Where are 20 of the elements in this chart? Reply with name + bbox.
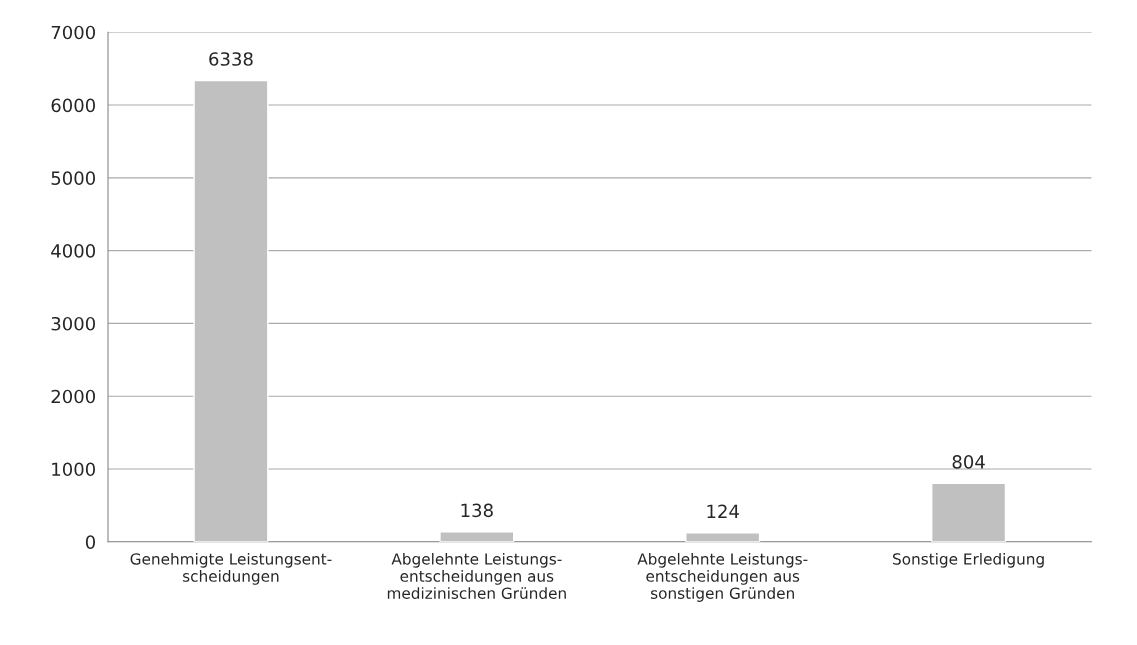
bar <box>685 532 761 542</box>
y-tick-label: 0 <box>85 535 96 549</box>
y-tick-label: 3000 <box>51 316 96 331</box>
y-tick-label: 6000 <box>51 98 96 113</box>
bar <box>439 531 515 542</box>
data-label: 6338 <box>209 52 253 66</box>
x-tick-label: Abgelehnte Leistungs- entscheidungen aus sonstigen Gründen <box>637 552 808 602</box>
y-tick-label: 7000 <box>51 25 96 40</box>
y-tick-label: 1000 <box>52 462 96 477</box>
y-tick-label: 2000 <box>51 389 96 404</box>
x-tick-label: Genehmigte Leistungsent- scheidungen <box>130 552 332 585</box>
y-tick-label: 4000 <box>51 244 96 258</box>
data-label: 138 <box>461 503 493 518</box>
y-tick-label: 5000 <box>51 171 96 185</box>
bar <box>931 482 1007 542</box>
bar <box>193 79 269 542</box>
data-label: 804 <box>952 455 985 469</box>
data-label: 124 <box>707 504 739 518</box>
x-tick-label: Sonstige Erledigung <box>893 552 1044 568</box>
x-tick-label: Abgelehnte Leistungs- entscheidungen aus medizinischen Gründen <box>387 552 566 599</box>
